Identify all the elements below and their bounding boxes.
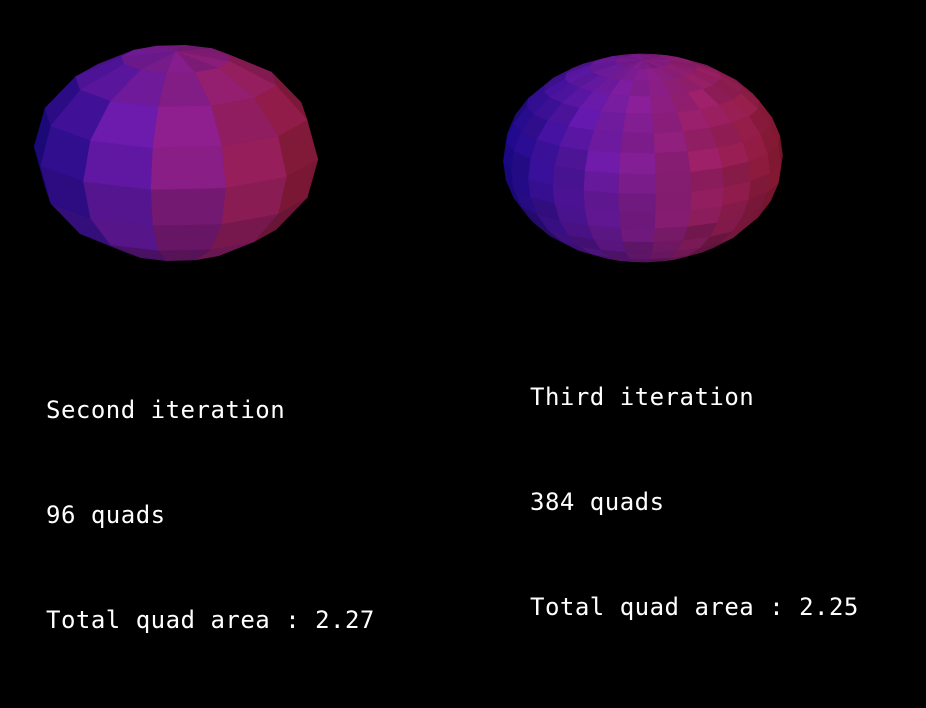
sphere-facet (618, 211, 656, 229)
second-iteration-sphere (33, 44, 319, 262)
sphere-facet (584, 208, 622, 229)
sphere-facet (620, 132, 655, 154)
total-quad-area: Total quad area : 2.25 (530, 593, 859, 621)
sphere-facet (150, 187, 226, 226)
sphere-facet (622, 241, 654, 253)
sphere-facet (620, 227, 655, 243)
sphere-facet (654, 171, 692, 194)
sphere-facet (150, 145, 226, 190)
sphere-facet (625, 95, 653, 115)
sphere-facet (583, 170, 620, 194)
sphere-facet (618, 173, 656, 194)
second-iteration-panel: Second iteration 96 quads Total quad are… (0, 0, 463, 634)
third-iteration-sphere (503, 53, 783, 263)
sphere-facet (622, 113, 654, 134)
sphere-facet (654, 209, 691, 229)
sphere-facet (687, 147, 723, 173)
sphere-facet (584, 150, 622, 174)
sphere-facet (625, 251, 653, 260)
second-iteration-caption: Second iteration 96 quads Total quad are… (46, 323, 375, 708)
sphere-facet (618, 192, 656, 213)
sphere-facet (652, 225, 688, 243)
quad-count: 384 quads (530, 488, 665, 516)
third-iteration-panel: Third iteration 384 quads Total quad are… (463, 0, 926, 621)
sphere-facet (152, 223, 223, 251)
sphere-facet (618, 152, 656, 175)
sphere-facet (654, 191, 692, 213)
sphere-facet (588, 130, 624, 154)
sphere-facet (652, 131, 688, 154)
total-quad-area: Total quad area : 2.27 (46, 606, 375, 634)
sphere-facet (654, 151, 691, 175)
iteration-title: Second iteration (46, 396, 286, 424)
iteration-title: Third iteration (530, 383, 755, 411)
third-iteration-caption: Third iteration 384 quads Total quad are… (530, 310, 859, 695)
sphere-facet (83, 140, 154, 190)
quad-count: 96 quads (46, 501, 166, 529)
sphere-facet (583, 189, 620, 212)
sphere-facet (152, 105, 222, 149)
